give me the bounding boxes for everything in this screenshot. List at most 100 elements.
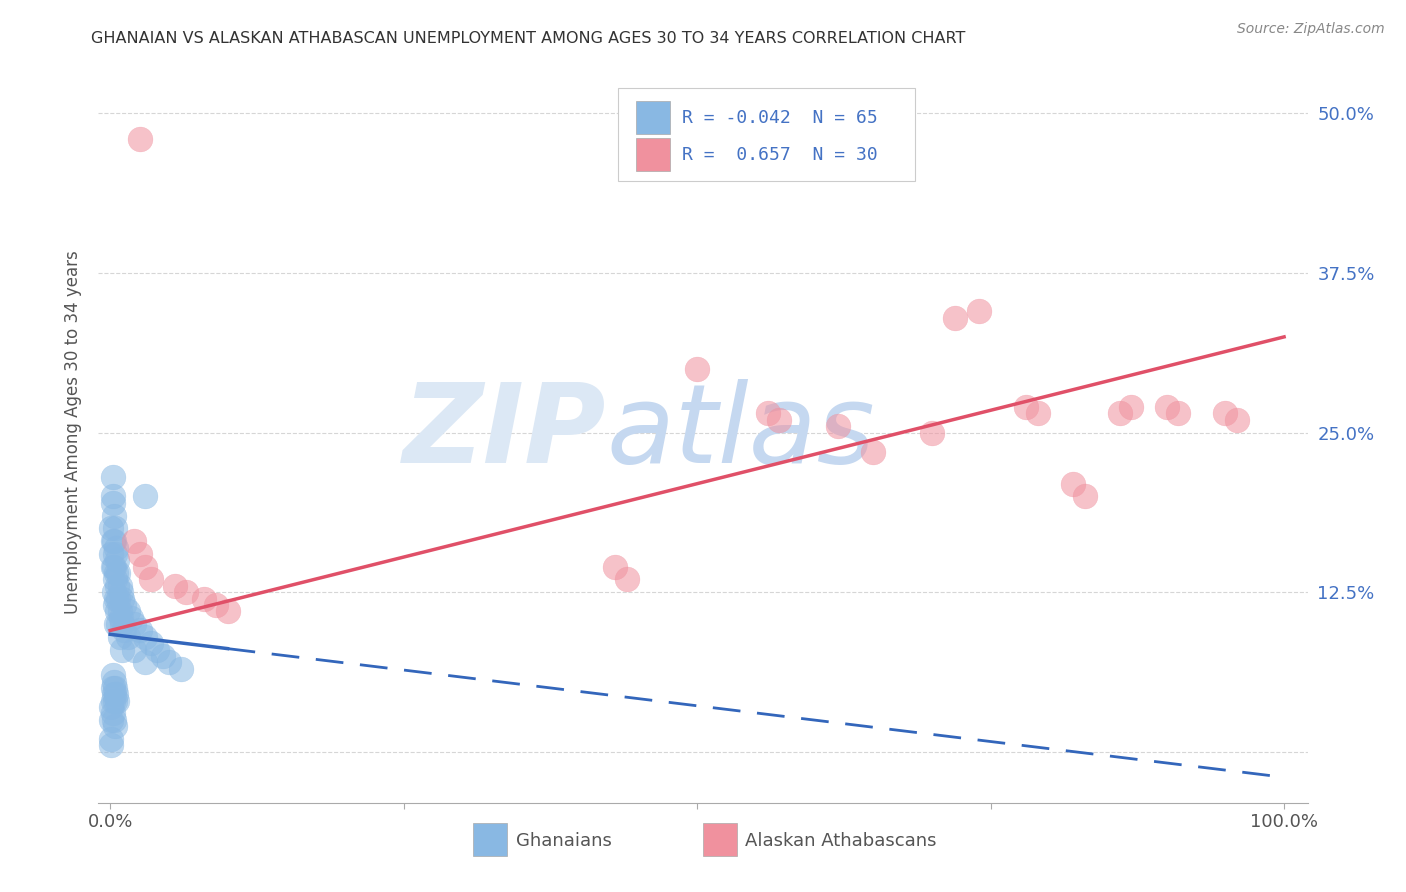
Point — [100, 739, 122, 753]
Point — [111, 617, 134, 632]
Point — [110, 611, 132, 625]
Point — [122, 617, 145, 632]
Point — [862, 444, 884, 458]
FancyBboxPatch shape — [703, 822, 737, 856]
Point — [1156, 400, 1178, 414]
Point — [101, 668, 124, 682]
Point — [1073, 490, 1095, 504]
Point — [100, 731, 122, 746]
Point — [1062, 476, 1084, 491]
Point — [1121, 400, 1143, 414]
FancyBboxPatch shape — [637, 101, 671, 135]
Point — [1167, 407, 1189, 421]
Point — [108, 579, 131, 593]
Point — [105, 553, 128, 567]
Point — [107, 591, 129, 606]
Text: atlas: atlas — [606, 379, 875, 486]
FancyBboxPatch shape — [474, 822, 508, 856]
Point — [152, 648, 174, 663]
Point — [101, 496, 124, 510]
Point — [204, 598, 226, 612]
Text: GHANAIAN VS ALASKAN ATHABASCAN UNEMPLOYMENT AMONG AGES 30 TO 34 YEARS CORRELATIO: GHANAIAN VS ALASKAN ATHABASCAN UNEMPLOYM… — [91, 31, 966, 46]
Point — [101, 470, 124, 484]
Point — [1215, 407, 1237, 421]
Point — [128, 547, 150, 561]
Point — [193, 591, 215, 606]
Point — [110, 585, 132, 599]
Point — [134, 630, 156, 644]
Point — [686, 361, 709, 376]
Point — [101, 694, 124, 708]
Point — [157, 656, 180, 670]
Point — [105, 579, 128, 593]
Point — [756, 407, 779, 421]
Point — [104, 521, 127, 535]
Point — [104, 573, 127, 587]
Point — [103, 674, 125, 689]
Point — [105, 687, 128, 701]
Point — [1015, 400, 1038, 414]
Point — [176, 585, 198, 599]
Point — [1226, 413, 1249, 427]
Point — [104, 681, 127, 695]
Point — [111, 591, 134, 606]
Point — [100, 700, 122, 714]
Point — [105, 566, 128, 580]
Text: ZIP: ZIP — [402, 379, 606, 486]
Y-axis label: Unemployment Among Ages 30 to 34 years: Unemployment Among Ages 30 to 34 years — [63, 251, 82, 615]
Text: Source: ZipAtlas.com: Source: ZipAtlas.com — [1237, 22, 1385, 37]
Text: R = -0.042  N = 65: R = -0.042 N = 65 — [682, 109, 879, 127]
Point — [111, 642, 134, 657]
Point — [107, 617, 129, 632]
Point — [108, 604, 131, 618]
Point — [122, 534, 145, 549]
Point — [112, 624, 135, 638]
Point — [105, 694, 128, 708]
Point — [128, 132, 150, 146]
Point — [103, 508, 125, 523]
Point — [101, 490, 124, 504]
Point — [120, 611, 142, 625]
Point — [141, 573, 163, 587]
Point — [108, 630, 131, 644]
Point — [117, 604, 139, 618]
Point — [134, 559, 156, 574]
Point — [105, 591, 128, 606]
Point — [112, 598, 135, 612]
Point — [103, 534, 125, 549]
Point — [134, 656, 156, 670]
Point — [100, 713, 122, 727]
Point — [122, 642, 145, 657]
Point — [101, 681, 124, 695]
Point — [104, 694, 127, 708]
Point — [103, 687, 125, 701]
Point — [134, 490, 156, 504]
Point — [827, 419, 849, 434]
Point — [169, 662, 191, 676]
Point — [103, 559, 125, 574]
Point — [100, 521, 122, 535]
Point — [128, 624, 150, 638]
Point — [603, 559, 626, 574]
Point — [945, 310, 967, 325]
Point — [101, 534, 124, 549]
Point — [117, 630, 139, 644]
Point — [768, 413, 790, 427]
Point — [141, 636, 163, 650]
Point — [107, 566, 129, 580]
Point — [103, 585, 125, 599]
Point — [1026, 407, 1049, 421]
Point — [105, 617, 128, 632]
Point — [921, 425, 943, 440]
Point — [105, 604, 128, 618]
Point — [1108, 407, 1130, 421]
Point — [101, 559, 124, 574]
Point — [100, 547, 122, 561]
Text: R =  0.657  N = 30: R = 0.657 N = 30 — [682, 145, 879, 163]
Text: Alaskan Athabascans: Alaskan Athabascans — [745, 832, 936, 850]
Point — [217, 604, 239, 618]
FancyBboxPatch shape — [637, 138, 671, 171]
Point — [104, 598, 127, 612]
Point — [967, 304, 990, 318]
FancyBboxPatch shape — [619, 88, 915, 181]
